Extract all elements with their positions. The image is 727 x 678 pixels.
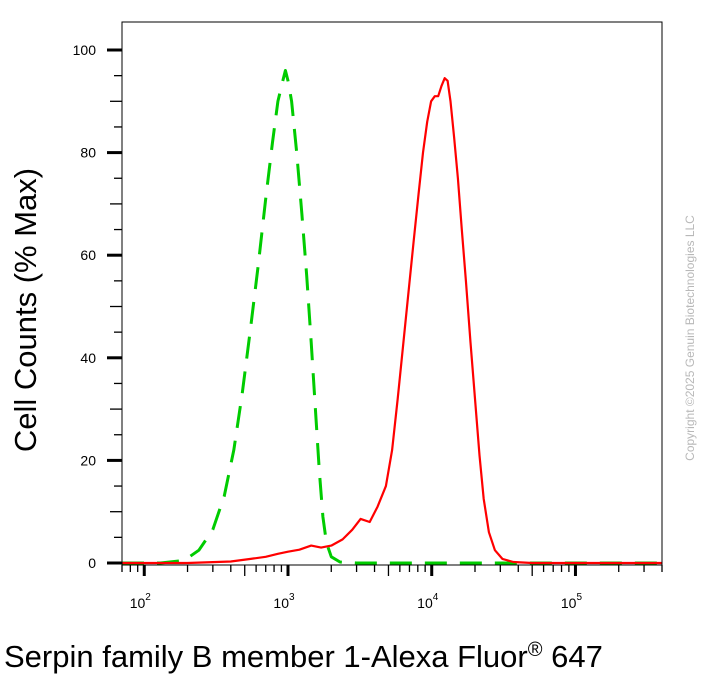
x-tick-label: 104 xyxy=(417,592,439,611)
x-tick-exponent: 3 xyxy=(289,592,295,603)
x-tick-base: 10 xyxy=(417,595,433,611)
y-axis: 0 20 40 60 80 100 xyxy=(73,42,122,571)
x-tick-base: 10 xyxy=(273,595,289,611)
x-major-tick xyxy=(430,565,434,576)
x-major-tick xyxy=(573,565,577,576)
x-tick-exponent: 2 xyxy=(145,592,151,603)
x-tick-base: 10 xyxy=(561,595,577,611)
series-line-2 xyxy=(122,77,662,565)
x-tick-base: 10 xyxy=(130,595,146,611)
x-axis-label-main: Serpin family B member 1-Alexa Fluor xyxy=(4,639,528,674)
series-line-1 xyxy=(122,69,662,565)
x-axis-label: Serpin family B member 1-Alexa Fluor® 64… xyxy=(4,639,603,674)
copyright-notice: Copyright ©2025 Genuin Biotechnologies L… xyxy=(683,215,697,461)
y-tick-label: 20 xyxy=(80,452,96,468)
y-major-tick xyxy=(107,458,122,462)
x-major-tick xyxy=(142,565,146,576)
series-lines xyxy=(122,69,662,565)
x-major-tick xyxy=(286,565,290,576)
x-tick-label: 105 xyxy=(561,592,583,611)
y-axis-label: Cell Counts (% Max) xyxy=(8,168,43,452)
x-tick-exponent: 4 xyxy=(433,592,439,603)
x-axis-label-suffix: 647 xyxy=(542,639,602,674)
y-tick-label: 40 xyxy=(80,350,96,366)
y-major-tick xyxy=(107,356,122,360)
y-tick-label: 100 xyxy=(73,42,97,58)
y-tick-label: 60 xyxy=(80,247,96,263)
y-major-tick xyxy=(107,151,122,155)
y-major-tick xyxy=(107,48,122,52)
y-tick-label: 0 xyxy=(88,555,96,571)
y-tick-label: 80 xyxy=(80,145,96,161)
x-axis-label-registered: ® xyxy=(528,639,543,661)
x-tick-exponent: 5 xyxy=(576,592,582,603)
y-major-tick xyxy=(107,253,122,257)
x-tick-label: 103 xyxy=(273,592,295,611)
x-tick-label: 102 xyxy=(130,592,152,611)
y-major-tick xyxy=(107,561,122,565)
plot-frame xyxy=(121,21,663,566)
x-axis: 102 103 104 105 xyxy=(121,565,663,611)
